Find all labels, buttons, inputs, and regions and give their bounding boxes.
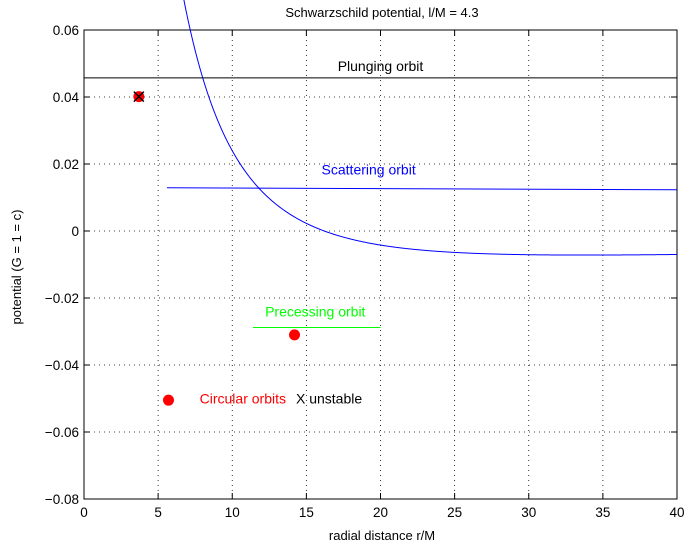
legend-circular-marker	[163, 394, 175, 406]
annotation-precessing: Precessing orbit	[265, 303, 365, 319]
annotation-circular: Circular orbits	[200, 391, 286, 407]
unstable-x-marker	[133, 91, 145, 103]
potential-curve	[183, 0, 677, 256]
y-tick-label: −0.02	[45, 291, 79, 306]
y-tick-label: −0.08	[45, 492, 79, 507]
orbit-line-scattering	[167, 187, 678, 191]
axes	[83, 29, 678, 500]
plot-area: Plunging orbit Scattering orbit Precessing…	[84, 0, 678, 407]
x-tick-label: 30	[521, 505, 536, 520]
y-tick-label: 0.02	[53, 157, 79, 172]
circular-orbit-point	[289, 329, 301, 341]
x-tick-label: 35	[595, 505, 610, 520]
y-tick-label: −0.04	[45, 358, 80, 373]
annotation-scattering: Scattering orbit	[322, 162, 416, 178]
x-axis-label: radial distance r/M	[329, 528, 435, 543]
x-tick-label: 5	[154, 505, 162, 520]
y-tick-label: 0	[71, 224, 79, 239]
annotation-plunging: Plunging orbit	[338, 58, 424, 74]
x-tick-label: 15	[299, 505, 314, 520]
annotation-x: X unstable	[296, 391, 362, 407]
grid	[84, 30, 677, 499]
tick-labels: 0 5 10 15 20 25 30 35 40 −0.08 −0.06 −0.04 −0.02 0 0.0…	[45, 23, 685, 520]
y-axis-label: potential (G = 1 = c)	[9, 210, 24, 325]
chart-title: Schwarzschild potential, l/M = 4.3	[285, 5, 478, 20]
x-tick-label: 40	[669, 505, 684, 520]
x-tick-label: 20	[373, 505, 388, 520]
x-tick-label: 0	[80, 505, 88, 520]
x-tick-label: 25	[447, 505, 462, 520]
y-tick-label: −0.06	[45, 425, 79, 440]
x-tick-label: 10	[225, 505, 240, 520]
y-tick-label: 0.04	[53, 90, 80, 105]
y-tick-label: 0.06	[53, 23, 79, 38]
